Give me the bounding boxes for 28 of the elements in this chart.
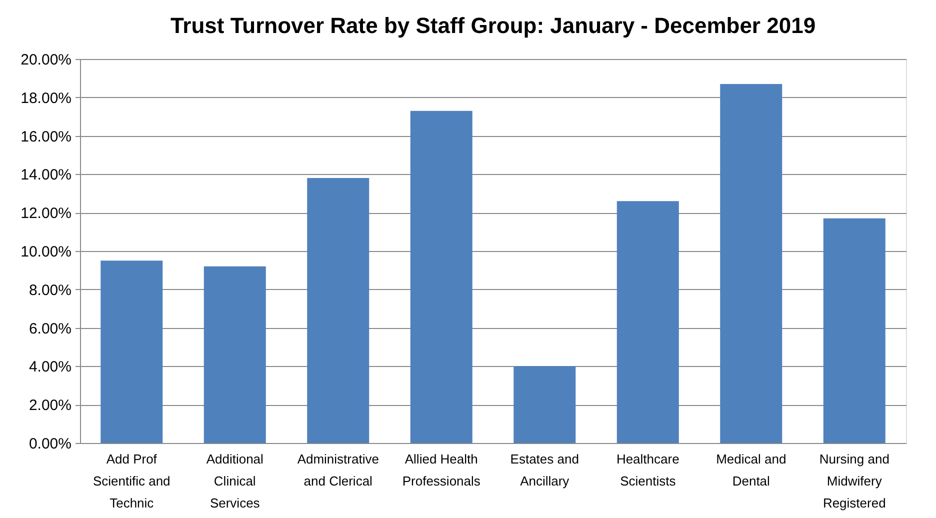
bar bbox=[823, 218, 886, 443]
x-tick-label: Nursing and Midwifery Registered bbox=[819, 452, 890, 510]
y-tick-label: 10.00% bbox=[20, 244, 72, 260]
x-tick-label: Administrative and Clerical bbox=[297, 452, 379, 488]
x-tick-label: Healthcare Scientists bbox=[616, 452, 680, 488]
y-tick-label: 18.00% bbox=[20, 90, 72, 107]
y-tick-label: 4.00% bbox=[28, 358, 72, 376]
y-tick-label: 20.00% bbox=[20, 52, 72, 68]
y-tick-label: 8.00% bbox=[28, 282, 72, 299]
x-tick-label: Allied Health Professionals bbox=[402, 452, 481, 488]
bar bbox=[307, 178, 370, 443]
bar bbox=[410, 110, 472, 443]
x-tick-label: Add Prof Scientific and Technic bbox=[92, 452, 170, 510]
x-tick-label: Estates and Ancillary bbox=[510, 452, 579, 488]
bar bbox=[616, 201, 679, 443]
y-tick-label: 12.00% bbox=[20, 205, 72, 222]
y-tick-label: 14.00% bbox=[20, 166, 72, 184]
bar bbox=[514, 366, 576, 443]
bar bbox=[100, 260, 163, 443]
y-tick-label: 2.00% bbox=[28, 397, 72, 414]
x-tick-label: Additional Clinical Services bbox=[206, 452, 264, 510]
y-tick-label: 0.00% bbox=[28, 436, 72, 452]
x-tick-label: Medical and Dental bbox=[716, 452, 786, 488]
y-tick-label: 6.00% bbox=[28, 320, 72, 338]
bar bbox=[720, 84, 782, 443]
chart-title: Trust Turnover Rate by Staff Group: January - December 2019 bbox=[170, 13, 816, 38]
bar bbox=[204, 266, 266, 443]
y-tick-label: 16.00% bbox=[20, 128, 72, 146]
